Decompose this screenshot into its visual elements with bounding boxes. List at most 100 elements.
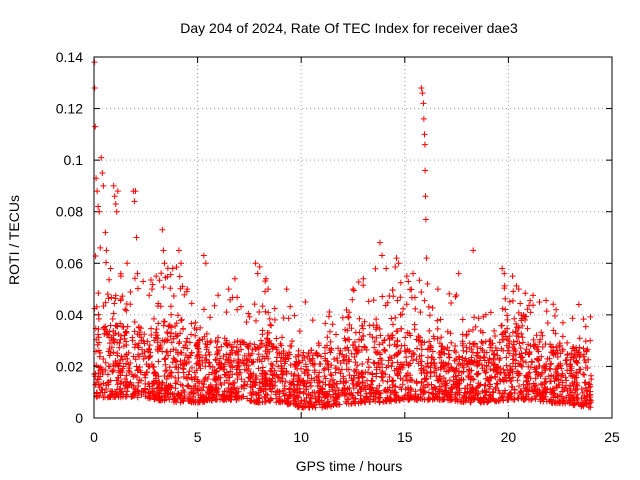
data-point	[434, 325, 441, 332]
data-point	[127, 359, 134, 366]
data-point	[479, 347, 486, 354]
data-point	[507, 378, 514, 385]
data-point	[106, 276, 113, 283]
data-point	[473, 371, 480, 378]
data-point	[513, 282, 520, 289]
data-point	[419, 90, 426, 97]
data-point	[386, 292, 393, 299]
data-point	[247, 340, 254, 347]
data-point	[100, 355, 107, 362]
data-point	[172, 323, 179, 330]
data-point	[217, 355, 224, 362]
data-point	[321, 344, 328, 351]
data-point	[424, 354, 431, 361]
data-point	[436, 354, 443, 361]
data-point	[155, 300, 162, 307]
data-point	[238, 383, 245, 390]
data-point	[381, 398, 388, 405]
data-point	[291, 360, 298, 367]
data-point	[351, 398, 358, 405]
data-point	[151, 388, 158, 395]
data-point	[453, 291, 460, 298]
data-point	[324, 360, 331, 367]
data-point	[407, 286, 414, 293]
data-point	[336, 350, 343, 357]
data-point	[466, 367, 473, 374]
data-point	[346, 321, 353, 328]
data-point	[501, 270, 508, 277]
data-point	[530, 336, 537, 343]
data-point	[452, 343, 459, 350]
data-point	[148, 361, 155, 368]
data-point	[271, 316, 278, 323]
data-point	[540, 389, 547, 396]
data-point	[492, 384, 499, 391]
data-point	[346, 336, 353, 343]
data-point	[533, 332, 540, 339]
data-point	[522, 349, 529, 356]
data-point	[322, 320, 329, 327]
data-point	[195, 349, 202, 356]
data-point	[158, 386, 165, 393]
data-point	[369, 371, 376, 378]
data-point	[273, 399, 280, 406]
data-point	[192, 319, 199, 326]
data-point	[421, 339, 428, 346]
data-point	[314, 373, 321, 380]
data-point	[95, 331, 102, 338]
y-tick-label: 0.02	[56, 358, 83, 374]
data-point	[486, 355, 493, 362]
data-point	[257, 337, 264, 344]
data-point	[362, 344, 369, 351]
x-tick-label: 15	[397, 429, 413, 445]
data-point	[97, 389, 104, 396]
data-point	[348, 325, 355, 332]
data-point	[361, 343, 368, 350]
data-point	[328, 403, 335, 410]
data-point	[127, 301, 134, 308]
data-point	[113, 377, 120, 384]
data-point	[530, 388, 537, 395]
data-point	[231, 275, 238, 282]
data-point	[333, 394, 340, 401]
data-point	[345, 347, 352, 354]
data-point	[533, 390, 540, 397]
data-point	[221, 371, 228, 378]
data-point	[211, 367, 218, 374]
data-point	[370, 297, 377, 304]
data-point	[509, 374, 516, 381]
data-point	[581, 351, 588, 358]
data-point	[515, 333, 522, 340]
data-point	[443, 368, 450, 375]
data-point	[265, 309, 272, 316]
data-point	[384, 387, 391, 394]
data-point	[460, 347, 467, 354]
data-point	[557, 350, 564, 357]
data-point	[104, 291, 111, 298]
data-point	[403, 273, 410, 280]
data-point	[441, 387, 448, 394]
data-point	[163, 349, 170, 356]
data-point	[459, 394, 466, 401]
data-point	[94, 341, 101, 348]
data-point	[105, 363, 112, 370]
data-point	[234, 362, 241, 369]
data-point	[113, 208, 120, 215]
data-point	[180, 387, 187, 394]
data-point	[194, 340, 201, 347]
data-point	[105, 295, 112, 302]
data-point	[510, 288, 517, 295]
data-point	[473, 358, 480, 365]
data-point	[346, 372, 353, 379]
data-point	[235, 388, 242, 395]
data-point	[479, 388, 486, 395]
data-point	[512, 363, 519, 370]
data-point	[518, 330, 525, 337]
data-point	[408, 353, 415, 360]
data-point	[378, 374, 385, 381]
data-point	[518, 395, 525, 402]
data-point	[506, 369, 513, 376]
data-point	[238, 303, 245, 310]
data-point	[502, 333, 509, 340]
data-point	[196, 380, 203, 387]
